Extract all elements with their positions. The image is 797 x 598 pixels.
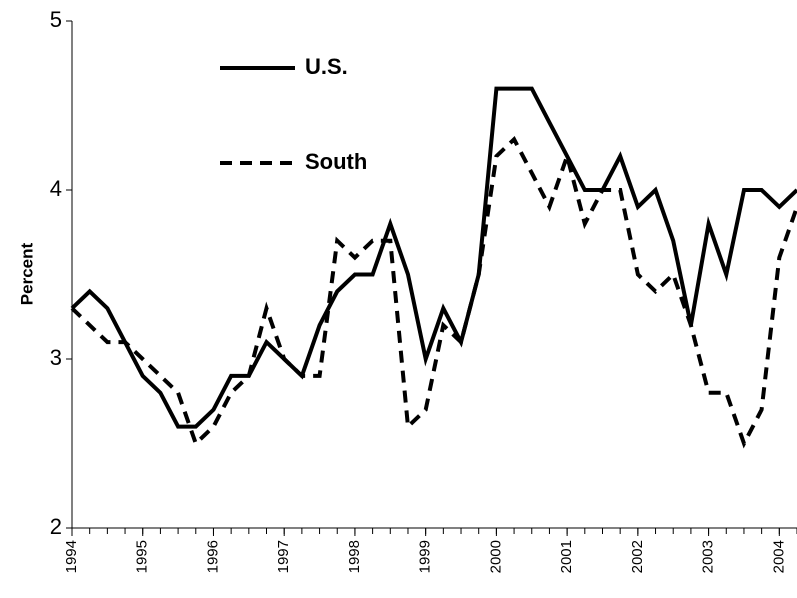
x-tick-label: 1994 (63, 540, 80, 573)
y-tick-label: 4 (50, 176, 62, 201)
x-tick-label: 1995 (134, 540, 151, 573)
series-line (70, 86, 797, 429)
legend-label: U.S. (305, 54, 348, 79)
x-tick-label: 2002 (629, 540, 646, 573)
x-tick-label: 1998 (346, 540, 363, 573)
y-tick-label: 2 (50, 514, 62, 539)
x-tick-label: 2004 (770, 540, 787, 573)
y-tick-label: 3 (50, 345, 62, 370)
x-tick-label: 2000 (487, 540, 504, 573)
x-tick-label: 1996 (204, 540, 221, 573)
x-tick-label: 1997 (275, 540, 292, 573)
legend-label: South (305, 149, 367, 174)
y-axis-label: Percent (17, 242, 36, 305)
x-tick-label: 2003 (700, 540, 717, 573)
series-line (70, 136, 797, 449)
x-tick-label: 1999 (417, 540, 434, 573)
x-tick-label: 2001 (558, 540, 575, 573)
y-tick-label: 5 (50, 7, 62, 32)
